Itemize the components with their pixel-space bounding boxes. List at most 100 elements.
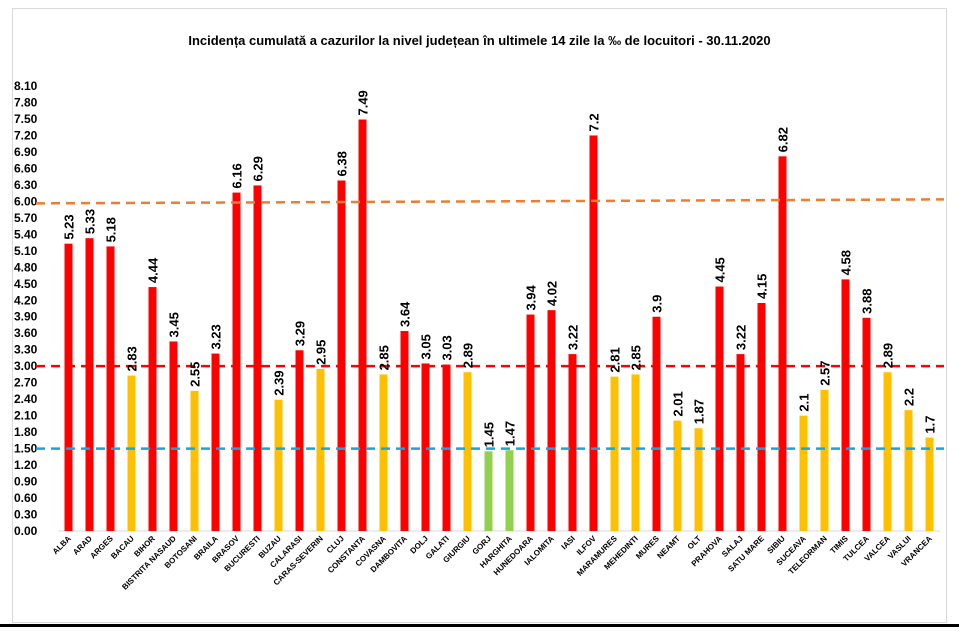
y-tick-label: 7.20 xyxy=(14,128,38,142)
y-tick-label: 6.60 xyxy=(14,161,38,175)
y-tick-label: 5.70 xyxy=(14,211,38,225)
bar xyxy=(337,180,346,531)
bar xyxy=(463,372,472,531)
bar xyxy=(610,376,619,531)
bar xyxy=(526,314,535,531)
x-tick-label: BACAU xyxy=(109,534,136,561)
bar xyxy=(820,389,829,531)
data-label: 2.39 xyxy=(272,370,287,395)
bottom-border xyxy=(0,624,959,627)
data-label: 5.18 xyxy=(104,217,119,242)
data-label: 2.85 xyxy=(629,345,644,370)
y-tick-label: 4.80 xyxy=(14,260,38,274)
bar xyxy=(316,368,325,531)
data-label: 2.81 xyxy=(608,347,623,372)
data-label: 5.33 xyxy=(83,209,98,234)
bar xyxy=(778,156,787,531)
y-tick-label: 3.60 xyxy=(14,326,38,340)
x-tick-label: NEAMT xyxy=(655,534,682,561)
data-label: 2.1 xyxy=(797,394,812,412)
bar xyxy=(883,372,892,531)
x-tick-label: ALBA xyxy=(51,534,73,556)
y-tick-label: 5.10 xyxy=(14,244,38,258)
bar xyxy=(232,192,241,531)
y-tick-label: 1.20 xyxy=(14,458,38,472)
y-tick-label: 4.20 xyxy=(14,293,38,307)
y-tick-label: 6.90 xyxy=(14,145,38,159)
y-tick-label: 2.10 xyxy=(14,409,38,423)
y-tick-label: 7.80 xyxy=(14,95,38,109)
bar xyxy=(736,354,745,531)
y-tick-label: 2.40 xyxy=(14,392,38,406)
data-label: 6.16 xyxy=(230,163,245,188)
bar xyxy=(652,316,661,531)
bar xyxy=(169,341,178,531)
data-label: 3.29 xyxy=(293,321,308,346)
data-label: 4.15 xyxy=(755,274,770,299)
data-label: 5.23 xyxy=(62,214,77,239)
bar xyxy=(694,428,703,531)
y-tick-label: 6.30 xyxy=(14,178,38,192)
x-tick-label: OLT xyxy=(686,534,703,551)
data-label: 2.89 xyxy=(881,343,896,368)
y-tick-label: 6.00 xyxy=(14,194,38,208)
chart-title: Incidența cumulată a cazurilor la nivel … xyxy=(188,33,771,48)
data-label: 4.02 xyxy=(545,281,560,306)
y-tick-label: 0.00 xyxy=(14,524,38,538)
bar xyxy=(379,374,388,531)
y-tick-label: 4.50 xyxy=(14,277,38,291)
data-label: 3.9 xyxy=(650,295,665,313)
bar xyxy=(673,420,682,531)
y-tick-label: 1.50 xyxy=(14,442,38,456)
y-tick-label: 8.10 xyxy=(14,79,38,93)
bar xyxy=(589,135,598,531)
bar xyxy=(757,303,766,531)
bar xyxy=(400,331,409,531)
y-tick-label: 2.70 xyxy=(14,376,38,390)
data-label: 3.45 xyxy=(167,312,182,337)
data-label: 3.23 xyxy=(209,324,224,349)
data-label: 3.05 xyxy=(419,334,434,359)
y-tick-label: 0.60 xyxy=(14,491,38,505)
bar xyxy=(484,451,493,531)
data-label: 6.29 xyxy=(251,156,266,181)
bar xyxy=(547,310,556,531)
bar xyxy=(421,363,430,531)
bar xyxy=(925,437,934,531)
bar xyxy=(253,185,262,531)
y-tick-label: 3.00 xyxy=(14,359,38,373)
bar xyxy=(211,353,220,531)
bar xyxy=(358,119,367,532)
data-label: 3.94 xyxy=(524,284,539,310)
data-label: 2.2 xyxy=(902,388,917,406)
data-label: 6.82 xyxy=(776,127,791,152)
bar xyxy=(106,246,115,532)
data-label: 1.47 xyxy=(503,421,518,446)
data-label: 3.22 xyxy=(566,325,581,350)
bar xyxy=(190,390,199,531)
data-label: 4.45 xyxy=(713,257,728,282)
bar xyxy=(64,243,73,531)
data-label: 3.03 xyxy=(440,335,455,360)
bar xyxy=(127,375,136,531)
data-label: 4.44 xyxy=(146,257,161,283)
bar xyxy=(904,410,913,531)
bar xyxy=(862,317,871,531)
data-label: 7.49 xyxy=(356,90,371,115)
chart-frame xyxy=(12,8,947,623)
bar xyxy=(799,415,808,531)
threshold-line xyxy=(35,198,945,205)
y-tick-label: 0.90 xyxy=(14,475,38,489)
data-label: 2.57 xyxy=(818,360,833,385)
y-tick-label: 1.80 xyxy=(14,425,38,439)
y-tick-label: 3.30 xyxy=(14,343,38,357)
bar xyxy=(715,286,724,531)
data-label: 1.7 xyxy=(923,416,938,434)
y-tick-label: 0.30 xyxy=(14,508,38,522)
bar xyxy=(631,374,640,531)
data-label: 6.38 xyxy=(335,151,350,176)
data-label: 4.58 xyxy=(839,250,854,275)
data-label: 2.83 xyxy=(125,346,140,371)
data-label: 3.22 xyxy=(734,325,749,350)
